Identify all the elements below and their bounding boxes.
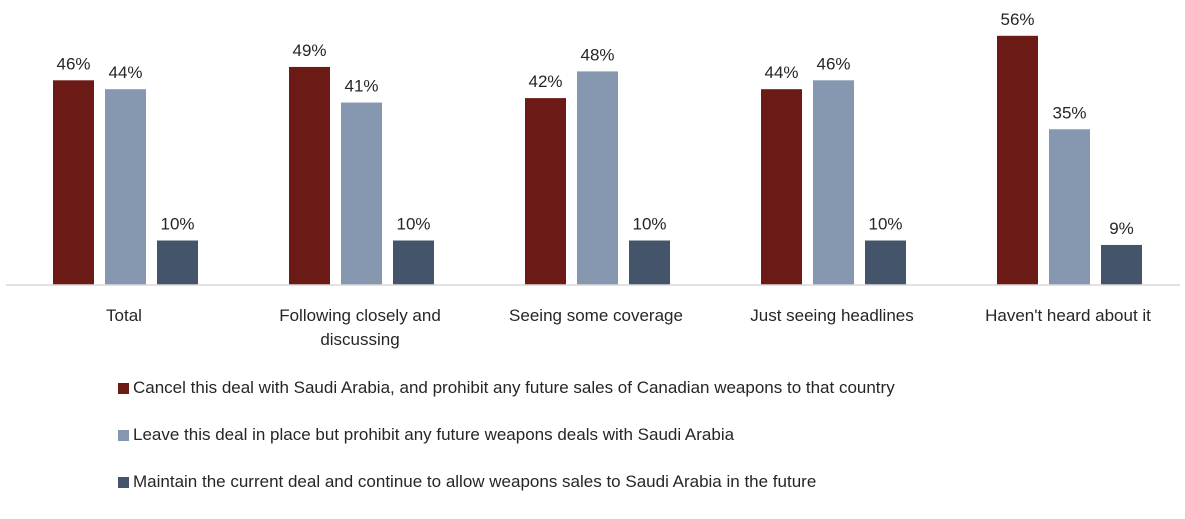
- bar-leave-0: [105, 89, 146, 285]
- legend-label-maintain: Maintain the current deal and continue t…: [133, 472, 817, 491]
- bar-cancel-0: [53, 80, 94, 285]
- bar-maintain-0: [157, 240, 198, 285]
- chart-container: 46% 44% 10% 49% 41% 10% 42% 48% 10% 44% 46% 10% 56% 3…: [6, 10, 1180, 491]
- category-label-2: Seeing some coverage: [509, 306, 683, 325]
- category-label-3: Just seeing headlines: [750, 306, 914, 325]
- legend-item-maintain: Maintain the current deal and continue t…: [118, 472, 1178, 492]
- bar-leave-1: [341, 102, 382, 285]
- category-label-4: Haven't heard about it: [985, 306, 1151, 325]
- data-label-leave-1: 41%: [344, 77, 378, 96]
- legend: Cancel this deal with Saudi Arabia, and …: [118, 378, 1178, 519]
- data-label-maintain-3: 10%: [868, 215, 902, 234]
- bars-layer: [53, 35, 1142, 286]
- bar-leave-2: [577, 71, 618, 286]
- data-label-leave-3: 46%: [816, 54, 850, 73]
- legend-swatch-leave: [118, 429, 129, 441]
- bar-leave-3: [813, 80, 854, 285]
- bar-maintain-1: [393, 240, 434, 285]
- bar-leave-4: [1049, 129, 1090, 285]
- category-label-0: Total: [106, 306, 142, 325]
- legend-label-cancel: Cancel this deal with Saudi Arabia, and …: [133, 378, 895, 397]
- data-label-leave-4: 35%: [1052, 103, 1086, 122]
- legend-swatch-cancel: [118, 382, 129, 394]
- data-label-leave-2: 48%: [580, 45, 614, 64]
- bar-cancel-1: [289, 66, 330, 285]
- data-label-maintain-0: 10%: [160, 215, 194, 234]
- bar-maintain-2: [629, 240, 670, 285]
- legend-item-cancel: Cancel this deal with Saudi Arabia, and …: [118, 378, 1178, 398]
- legend-item-leave: Leave this deal in place but prohibit an…: [118, 425, 1178, 445]
- data-label-cancel-3: 44%: [764, 63, 798, 82]
- data-labels-layer: 46% 44% 10% 49% 41% 10% 42% 48% 10% 44% 46% 10% 56% 3…: [56, 10, 1133, 238]
- bar-cancel-4: [997, 35, 1038, 285]
- bar-maintain-4: [1101, 244, 1142, 285]
- legend-label-leave: Leave this deal in place but prohibit an…: [133, 425, 735, 444]
- data-label-cancel-0: 46%: [56, 54, 90, 73]
- bar-cancel-2: [525, 98, 566, 285]
- legend-swatch-maintain: [118, 476, 129, 488]
- bar-cancel-3: [761, 89, 802, 285]
- data-label-maintain-2: 10%: [632, 215, 666, 234]
- data-label-leave-0: 44%: [108, 63, 142, 82]
- data-label-maintain-1: 10%: [396, 215, 430, 234]
- category-labels-layer: Total Following closely and discussing Seei…: [106, 306, 1151, 349]
- bar-chart: 46% 44% 10% 49% 41% 10% 42% 48% 10% 44% 46% 10% 56% 3…: [6, 10, 1180, 349]
- data-label-cancel-4: 56%: [1000, 10, 1034, 29]
- data-label-cancel-1: 49%: [292, 41, 326, 60]
- data-label-cancel-2: 42%: [528, 72, 562, 91]
- bar-maintain-3: [865, 240, 906, 285]
- data-label-maintain-4: 9%: [1109, 219, 1134, 238]
- category-label-1: Following closely and discussing: [279, 306, 441, 349]
